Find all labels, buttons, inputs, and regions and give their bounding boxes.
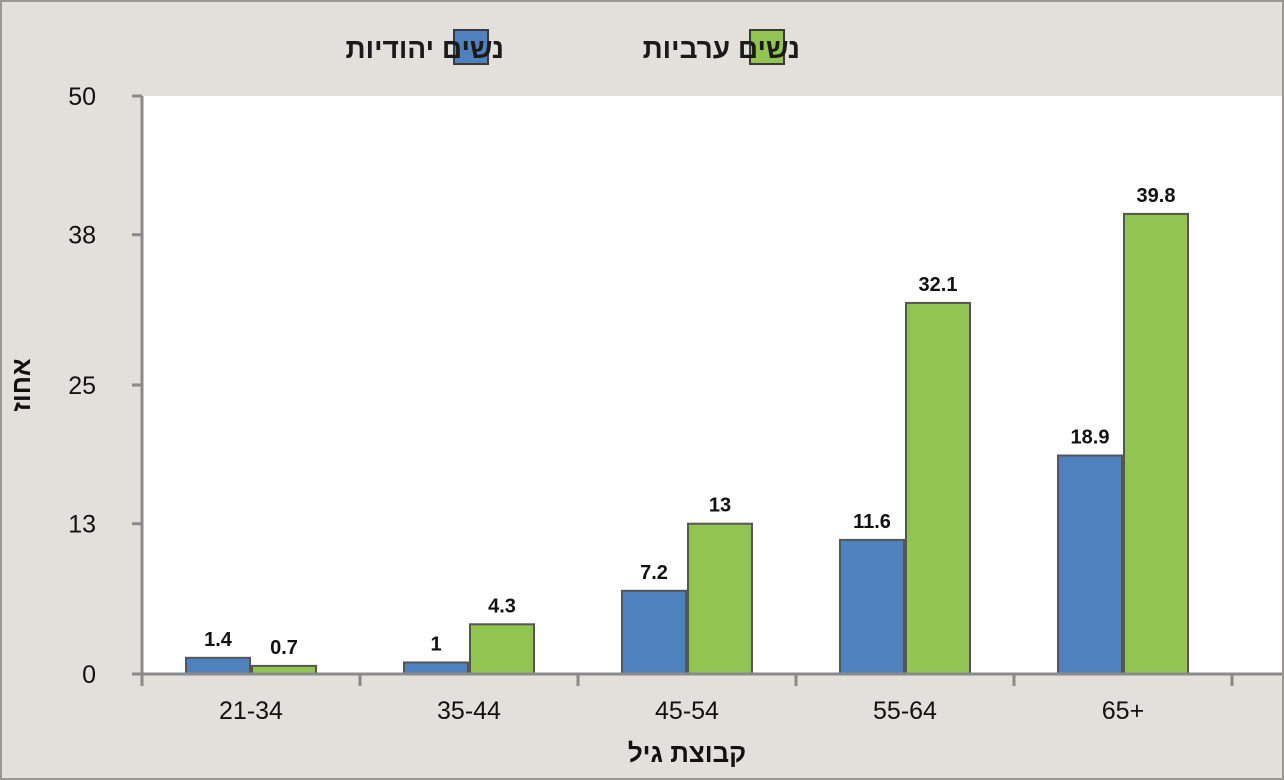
legend-swatch-jewish-women bbox=[453, 29, 489, 65]
x-tick-label: 65+ bbox=[1102, 697, 1144, 725]
y-tick-label: 25 bbox=[68, 372, 96, 400]
bar bbox=[905, 301, 971, 675]
data-label: 32.1 bbox=[919, 274, 958, 296]
data-label: 0.7 bbox=[270, 637, 298, 659]
data-label: 7.2 bbox=[640, 562, 668, 584]
x-tick-label: 45-54 bbox=[655, 697, 719, 725]
legend-label-jewish-women: נשים יהודיות bbox=[346, 33, 504, 64]
data-label: 1 bbox=[430, 633, 441, 655]
legend-swatch-arab-women bbox=[749, 29, 785, 65]
bar bbox=[403, 661, 469, 676]
data-label: 1.4 bbox=[204, 629, 233, 651]
data-label: 11.6 bbox=[853, 511, 891, 533]
x-tick-label: 21-34 bbox=[219, 697, 283, 725]
legend-label-arab-women: נשים ערביות bbox=[643, 33, 800, 64]
data-label: 4.3 bbox=[488, 595, 516, 617]
labels-layer: 1.4 0.7 1 4.3 7.2 13 11.6 32.1 18.9 39.8 bbox=[204, 185, 1175, 659]
data-label: 18.9 bbox=[1071, 427, 1110, 449]
bar bbox=[469, 623, 535, 675]
bar bbox=[185, 656, 251, 675]
y-tick-label: 38 bbox=[68, 222, 96, 250]
bar bbox=[687, 522, 753, 675]
x-tick-label: 35-44 bbox=[437, 697, 501, 725]
y-axis-title: אחוז bbox=[6, 358, 36, 412]
bar bbox=[1057, 454, 1123, 675]
bar bbox=[1123, 212, 1189, 676]
x-axis-title: קבוצת גיל bbox=[628, 738, 746, 768]
y-tick-label: 13 bbox=[68, 511, 96, 539]
x-tick-label: 55-64 bbox=[873, 697, 937, 725]
data-label: 13 bbox=[709, 495, 731, 517]
data-label: 39.8 bbox=[1137, 185, 1176, 207]
y-tick-label: 50 bbox=[68, 83, 96, 111]
bar bbox=[839, 538, 905, 675]
legend: נשים יהודיות נשים ערביות bbox=[346, 29, 800, 65]
y-tick-label: 0 bbox=[82, 661, 96, 689]
bars-layer bbox=[185, 212, 1189, 676]
axes-layer: 0 13 25 38 50 21-34 35-44 45-54 55-64 65+ bbox=[68, 83, 1282, 725]
bar bbox=[621, 589, 687, 676]
